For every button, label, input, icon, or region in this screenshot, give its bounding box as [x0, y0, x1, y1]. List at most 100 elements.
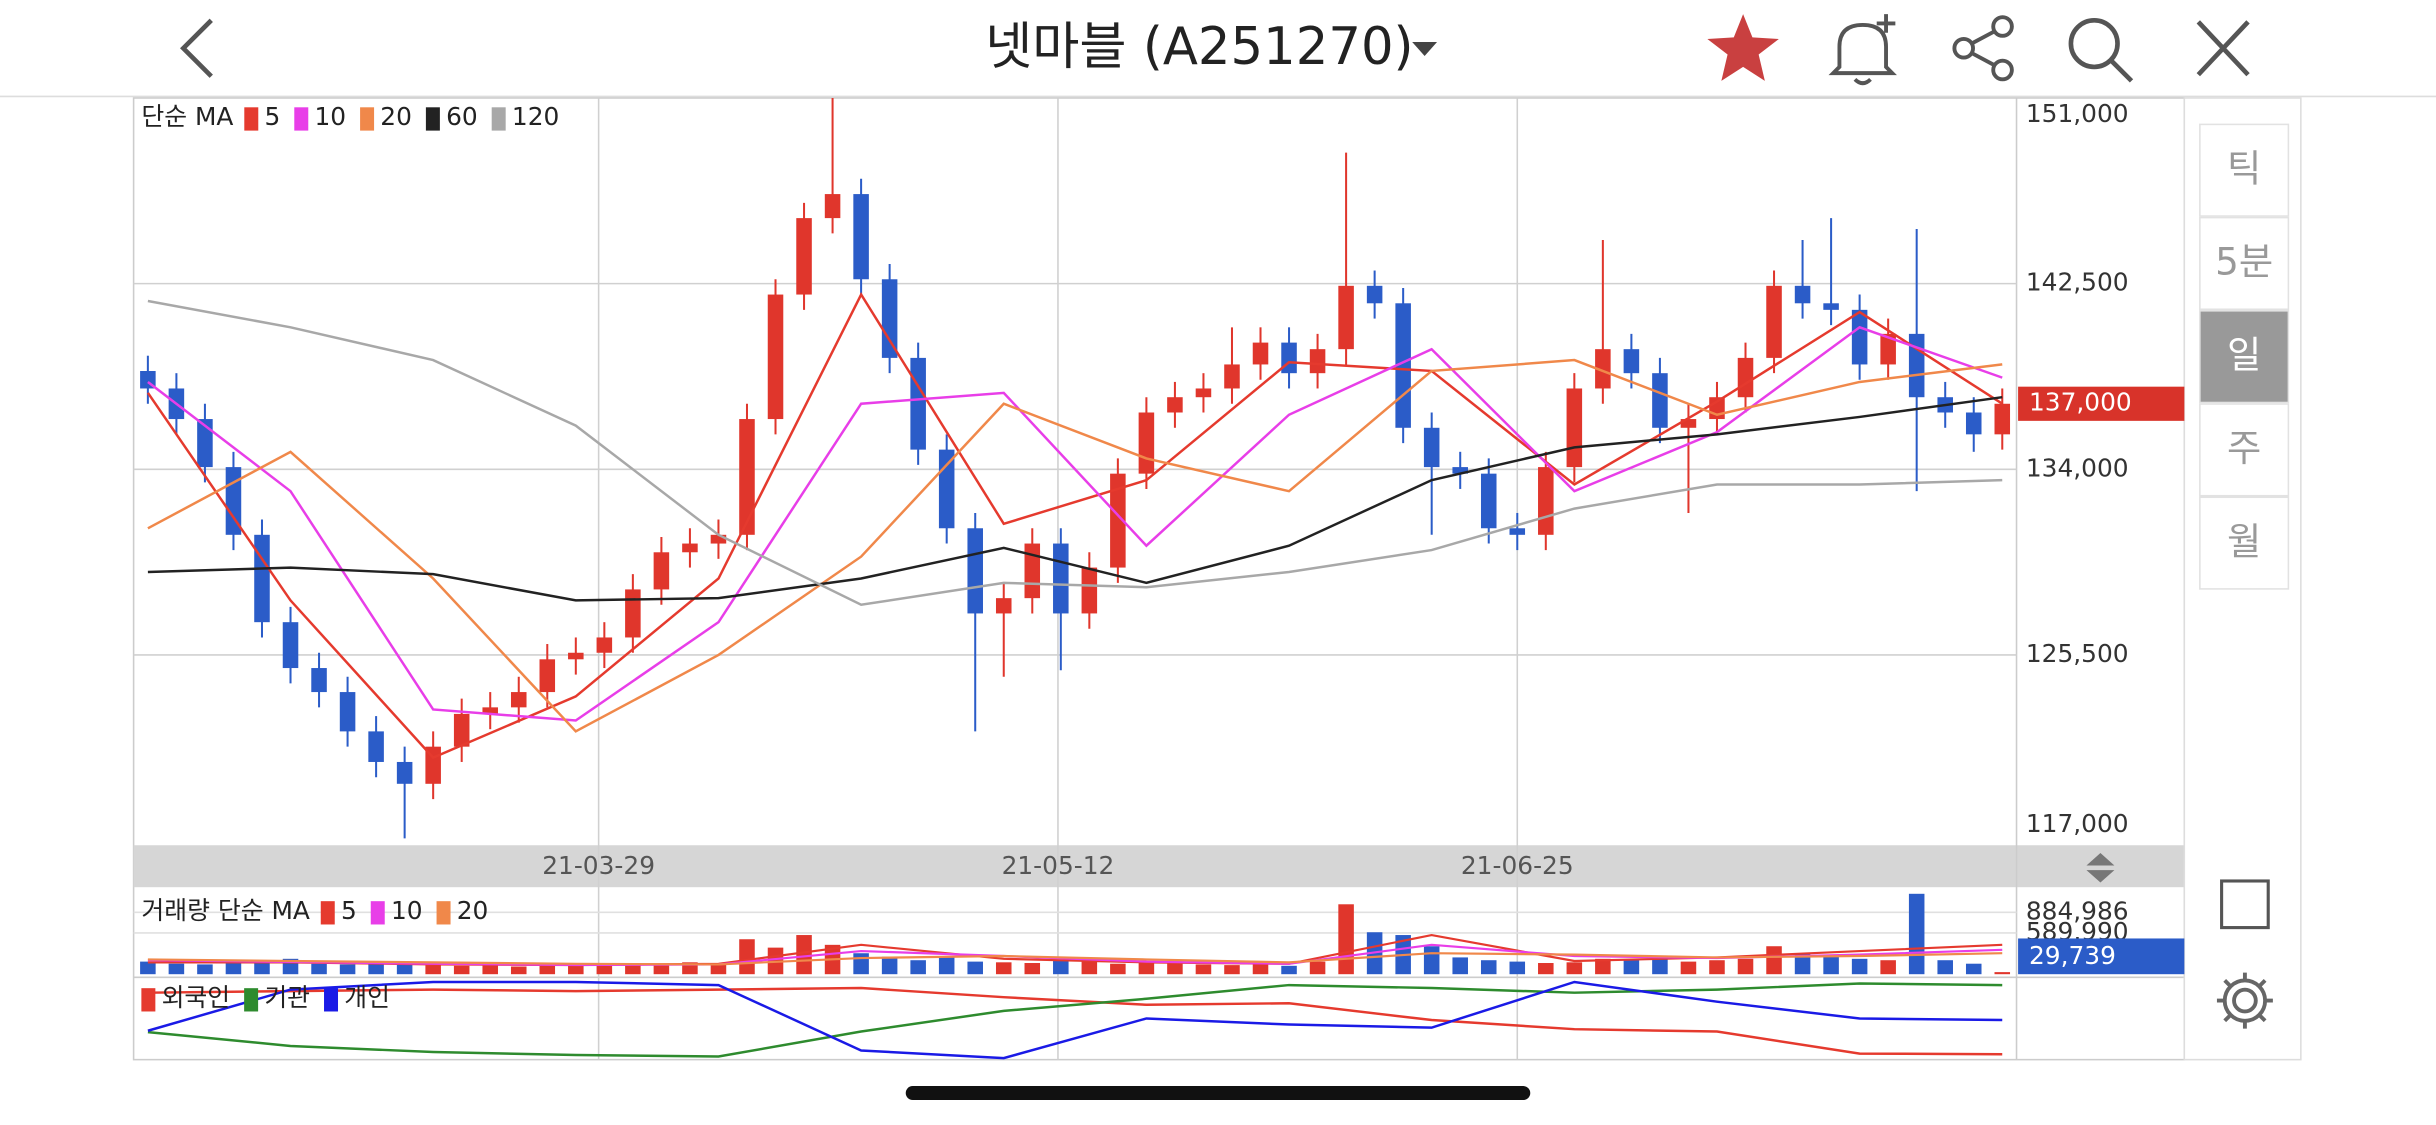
volume-bar: [1794, 953, 1811, 975]
volume-bar: [1851, 958, 1868, 975]
y-tick-label: 125,500: [2026, 639, 2129, 668]
period-button[interactable]: [2199, 123, 2290, 217]
volume-bar: [1908, 893, 1925, 975]
candle-body: [1737, 357, 1754, 398]
y-tick-label: 134,000: [2026, 453, 2129, 482]
home-indicator: [905, 1086, 1531, 1101]
volume-bar: [1538, 963, 1554, 975]
resize-handle[interactable]: [2086, 853, 2115, 883]
stock-title[interactable]: 넷마블 (A251270): [985, 17, 1413, 77]
volume-bar: [625, 964, 641, 975]
period-button[interactable]: [2199, 403, 2290, 497]
alarm-button[interactable]: [1828, 14, 1897, 86]
candle-body: [1309, 349, 1326, 374]
legend-label: 20: [380, 102, 412, 131]
volume-bar: [682, 962, 698, 975]
volume-bar: [225, 963, 242, 975]
candle-body: [568, 652, 584, 660]
candle-body: [1509, 528, 1526, 535]
volume-bar: [1081, 960, 1098, 975]
candle-body: [1224, 364, 1240, 389]
search-button[interactable]: [2068, 17, 2134, 83]
checkbox[interactable]: [2220, 879, 2270, 930]
volume-bar: [1338, 904, 1354, 975]
candle-body: [938, 449, 955, 529]
candle-body: [767, 294, 784, 420]
legend-title: 거래량 단순 MA: [141, 896, 310, 925]
date-band: [133, 845, 2185, 888]
volume-bar: [1823, 956, 1839, 975]
dropdown-arrow[interactable]: [1412, 42, 1438, 57]
candle-body: [1595, 349, 1611, 389]
candle-body: [510, 692, 527, 708]
candle-body: [311, 668, 327, 693]
volume-bar: [1195, 964, 1212, 975]
plots: 117,000 125,500 134,000 142,500 151,000 21-03…: [133, 97, 2185, 1060]
volume-bar: [368, 963, 384, 975]
candle-body: [1680, 419, 1697, 428]
volume-bar: [197, 964, 213, 975]
legend-label: 5: [341, 896, 357, 925]
legend-label: 5: [264, 102, 280, 131]
candle-body: [710, 534, 727, 544]
favorite-star[interactable]: [1707, 14, 1779, 81]
period-button[interactable]: [2199, 496, 2290, 590]
volume-ma-line: [147, 952, 2003, 966]
candle-body: [1652, 373, 1668, 428]
candle-body: [682, 543, 698, 553]
candle-body: [1538, 467, 1554, 535]
legend-label: 20: [457, 896, 489, 925]
investor-line: [147, 986, 2003, 1056]
volume-bar: [1566, 962, 1583, 975]
legend-label: 외국인: [162, 983, 231, 1012]
settings-button[interactable]: [2216, 972, 2273, 1029]
candle-body: [1851, 309, 1868, 365]
legend-label: 10: [314, 102, 346, 131]
volume-bar: [1480, 960, 1497, 975]
volume-bar: [1595, 958, 1611, 975]
candle-body: [596, 637, 613, 653]
volume-bar: [1309, 961, 1326, 975]
volume-bar: [1680, 961, 1697, 975]
candle-body: [824, 194, 841, 219]
volume-bar: [168, 963, 185, 975]
volume-bar: [1053, 960, 1069, 975]
volume-bar: [995, 962, 1012, 975]
volume-bar: [1252, 963, 1269, 975]
volume-bar: [596, 963, 613, 975]
ma-line: [147, 395, 2003, 602]
period-button[interactable]: [2199, 310, 2290, 404]
candle-body: [282, 622, 299, 669]
volume-bar: [739, 939, 755, 975]
candle-body: [853, 194, 869, 280]
volume-bar: [1281, 965, 1297, 975]
volume-bar: [1994, 972, 2011, 975]
volume-bar: [396, 963, 413, 975]
legend-label: 60: [446, 102, 478, 131]
candle-body: [1338, 285, 1354, 350]
period-button[interactable]: [2199, 216, 2290, 311]
share-button[interactable]: [1952, 15, 2014, 82]
back-button[interactable]: [180, 18, 213, 78]
volume-bar: [311, 963, 327, 975]
candle-body: [1794, 285, 1811, 304]
legend-title: 단순 MA: [141, 102, 233, 131]
candle-body: [1138, 412, 1155, 474]
candle-body: [1024, 543, 1041, 599]
legend-swatch: [324, 988, 339, 1012]
candle-body: [739, 419, 755, 535]
volume-bar: [1452, 957, 1468, 975]
candle-body: [1480, 473, 1497, 529]
volume-bar: [453, 965, 470, 975]
legend-swatch: [436, 901, 451, 925]
candle-body: [1623, 349, 1640, 374]
current-volume-box: [2018, 938, 2185, 975]
y-tick-label: 117,000: [2026, 809, 2129, 838]
close-button[interactable]: [2196, 20, 2250, 77]
candle-body: [1994, 403, 2011, 435]
volume-bar: [653, 965, 670, 975]
ma-line: [146, 291, 2003, 760]
candle-body: [1766, 285, 1782, 358]
